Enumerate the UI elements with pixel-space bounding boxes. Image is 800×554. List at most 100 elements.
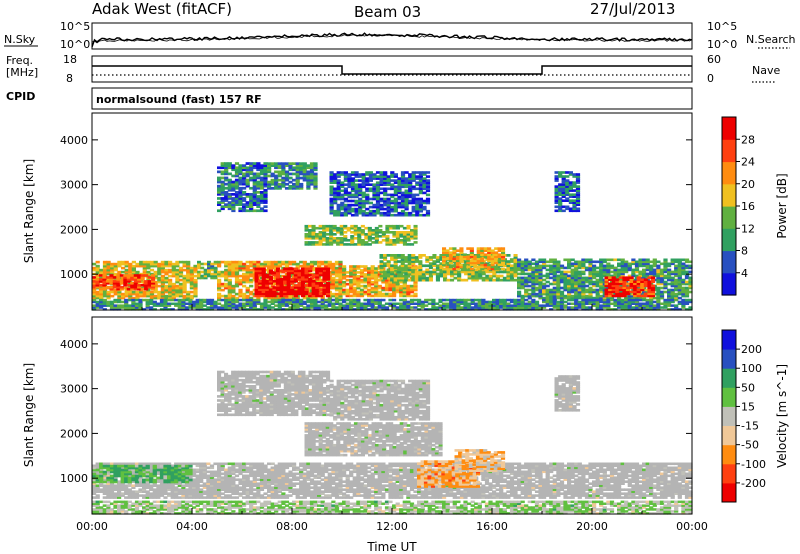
- power-cell: [384, 286, 390, 290]
- power-cell: [311, 275, 316, 279]
- power-cell: [329, 224, 334, 228]
- power-cell: [168, 262, 173, 266]
- power-cell: [343, 213, 348, 217]
- power-cell: [131, 268, 136, 272]
- power-cell: [146, 264, 151, 268]
- power-cell: [263, 193, 268, 196]
- power-cell: [249, 274, 254, 278]
- power-cell: [453, 262, 458, 265]
- power-cell: [249, 199, 254, 202]
- power-cell: [650, 276, 656, 279]
- power-cell: [483, 255, 488, 259]
- power-cell: [531, 272, 536, 276]
- power-cell: [234, 264, 240, 268]
- power-cell: [483, 263, 488, 267]
- power-cell: [354, 213, 359, 217]
- power-cell: [363, 277, 368, 280]
- power-cell: [325, 243, 330, 246]
- power-cell: [415, 183, 420, 186]
- power-cell: [354, 185, 359, 189]
- power-cell: [231, 272, 236, 276]
- power-cell: [418, 254, 423, 257]
- power-cell: [95, 266, 100, 270]
- power-cell: [377, 278, 382, 282]
- power-cell: [684, 258, 690, 262]
- power-cell: [99, 270, 104, 274]
- power-cell: [263, 197, 268, 200]
- power-cell: [227, 294, 232, 298]
- power-cell: [622, 294, 627, 298]
- power-cell: [379, 177, 384, 180]
- power-cell: [277, 172, 282, 176]
- power-cell: [374, 237, 379, 240]
- power-cell: [375, 199, 381, 203]
- power-cell: [524, 280, 529, 284]
- power-cell: [554, 193, 559, 196]
- power-cell: [606, 258, 611, 262]
- power-cell: [249, 296, 254, 300]
- power-cell: [570, 288, 575, 292]
- power-cell: [495, 270, 500, 274]
- power-cell: [390, 258, 395, 261]
- power-cell: [688, 266, 693, 270]
- power-cell: [588, 268, 593, 272]
- power-cell: [404, 199, 409, 203]
- power-cell: [242, 207, 247, 211]
- power-cell: [135, 290, 140, 294]
- power-cell: [349, 271, 354, 274]
- power-cell: [604, 288, 609, 292]
- power-cell: [400, 191, 406, 195]
- power-cell: [538, 274, 543, 278]
- power-cell: [506, 262, 511, 265]
- power-cell: [213, 266, 218, 270]
- power-cell: [325, 229, 330, 232]
- power-cell: [574, 288, 579, 292]
- power-cell: [459, 255, 464, 259]
- power-cell: [203, 276, 208, 280]
- power-cell: [388, 292, 393, 296]
- power-cell: [455, 261, 460, 265]
- power-cell: [534, 260, 540, 264]
- power-cell: [299, 168, 304, 172]
- power-cell: [270, 284, 275, 288]
- power-cell: [299, 300, 304, 304]
- power-cell: [193, 278, 198, 282]
- power-cell: [558, 203, 563, 206]
- power-cell: [642, 290, 647, 294]
- power-cell: [411, 201, 416, 205]
- power-cell: [106, 300, 111, 304]
- power-cell: [469, 259, 474, 263]
- power-cell: [620, 272, 625, 276]
- power-cell: [638, 260, 643, 264]
- power-cell: [513, 302, 518, 305]
- power-cell: [406, 231, 411, 234]
- power-cell: [390, 276, 395, 280]
- power-cell: [570, 286, 575, 290]
- power-cell: [354, 183, 359, 186]
- power-cell: [350, 189, 356, 193]
- power-cell: [520, 278, 525, 282]
- power-cell: [663, 260, 668, 264]
- power-cell: [267, 182, 272, 186]
- power-cell: [267, 168, 272, 172]
- power-cell: [422, 213, 427, 217]
- power-cell: [102, 276, 107, 279]
- power-cell: [339, 239, 344, 242]
- power-cell: [554, 187, 559, 190]
- power-cell: [377, 286, 382, 290]
- power-cell: [334, 274, 340, 278]
- power-cell: [681, 262, 686, 266]
- power-cell: [318, 235, 323, 238]
- power-cell: [558, 209, 563, 213]
- power-cell: [636, 294, 641, 298]
- power-cell: [469, 249, 474, 252]
- power-cell: [130, 282, 135, 285]
- power-cell: [513, 308, 518, 311]
- power-cell: [256, 260, 261, 264]
- power-cell: [538, 296, 543, 300]
- power-cell: [254, 267, 259, 271]
- power-cell: [397, 278, 402, 282]
- power-cell: [119, 285, 124, 289]
- power-cell: [383, 191, 388, 195]
- power-cell: [377, 273, 382, 276]
